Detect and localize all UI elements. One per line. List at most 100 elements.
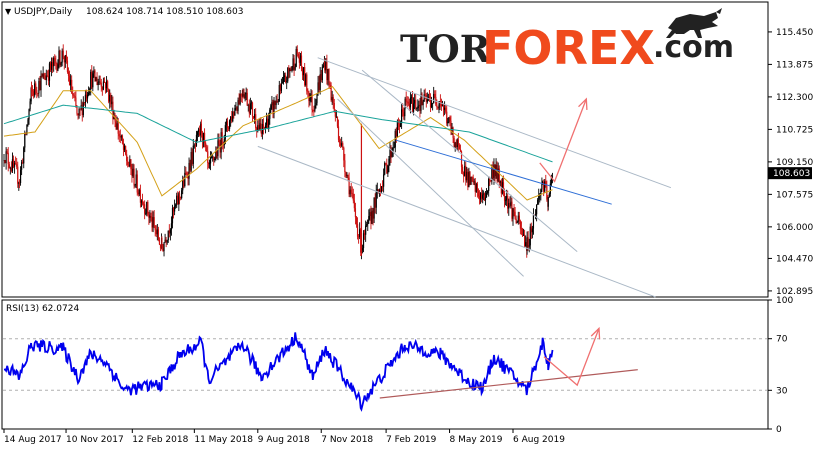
candle-body (520, 228, 523, 230)
candle-body (121, 135, 124, 144)
rsi-tick-label: 70 (776, 335, 788, 345)
candle-body (248, 105, 250, 114)
candle-body (469, 172, 471, 185)
candle-body (82, 102, 84, 116)
candle-body (23, 147, 25, 164)
date-tick-label: 14 Aug 2017 (4, 435, 62, 445)
candle-body (155, 230, 157, 235)
candle-body (131, 169, 133, 176)
candle-body (68, 75, 71, 86)
candle-body (546, 185, 548, 200)
candle-body (260, 131, 262, 134)
candle-body (364, 233, 366, 235)
candle-body (376, 189, 378, 192)
candle-body (224, 125, 226, 139)
candle-body (145, 213, 147, 215)
candle-body (45, 75, 47, 80)
candle-body (384, 162, 386, 175)
candle-body (291, 66, 293, 71)
candle-body (26, 124, 28, 135)
candle-body (17, 166, 19, 184)
candle-body (186, 173, 188, 177)
candle-body (50, 62, 53, 70)
candle-body (118, 133, 120, 137)
candle-body (274, 100, 276, 106)
candle-body (321, 66, 323, 81)
candle-body (203, 132, 206, 143)
forecast-arrow (539, 98, 587, 183)
candle-body (233, 111, 235, 116)
price-tick-label: 109.150 (776, 158, 813, 168)
candle-body (541, 183, 543, 190)
candle-body (457, 139, 459, 146)
candle-body (336, 116, 339, 127)
candle-body (91, 71, 93, 88)
candle-body (390, 148, 392, 157)
candle-body (490, 180, 492, 182)
rsi-tick-label: 0 (776, 425, 782, 435)
candle-body (3, 160, 5, 161)
candle-body (371, 210, 373, 224)
candle-body (83, 102, 85, 104)
candle-body (18, 182, 21, 184)
candle-body (464, 165, 466, 177)
candle-body (327, 69, 329, 81)
candle-body (168, 230, 170, 234)
candle-body (270, 105, 272, 110)
candle-body (503, 193, 506, 201)
candle-body (169, 229, 171, 234)
candle-body (344, 160, 346, 173)
candle-body (444, 107, 446, 110)
candle-body (148, 214, 150, 218)
candle-body (397, 122, 400, 125)
candle-body (547, 197, 549, 207)
rsi-title: RSI(13) 62.0724 (6, 304, 79, 314)
candle-body (214, 158, 216, 161)
candle-body (425, 94, 427, 102)
candle-body (360, 229, 362, 253)
candle-body (222, 144, 224, 146)
candle-body (445, 107, 447, 112)
candle-body (78, 108, 80, 116)
candle-body (317, 82, 319, 94)
candle-body (380, 186, 383, 193)
candle-body (498, 168, 500, 183)
candle-body (215, 151, 217, 159)
candle-body (144, 204, 146, 214)
candle-body (195, 134, 198, 146)
candle-body (497, 168, 499, 182)
candle-body (76, 106, 78, 114)
candle-body (42, 73, 44, 77)
candle-body (532, 215, 535, 229)
candle-body (544, 181, 546, 192)
candle-body (518, 215, 520, 222)
candle-body (343, 147, 345, 161)
candle-body (21, 162, 23, 170)
candle-body (482, 193, 484, 195)
candle-body (454, 142, 456, 148)
candle-body (449, 117, 451, 121)
candle-body (228, 120, 231, 129)
candle-body (57, 64, 59, 71)
candle-body (81, 105, 83, 116)
candle-body (117, 123, 119, 134)
candle-body (262, 123, 265, 128)
candle-body (184, 172, 186, 187)
candle-body (499, 180, 501, 183)
candle-body (365, 225, 367, 235)
ohlc-values: 108.624 108.714 108.510 108.603 (86, 7, 243, 17)
candle-body (207, 162, 210, 164)
candle-body (306, 74, 308, 92)
candle-body (542, 182, 544, 184)
candle-body (7, 152, 9, 165)
candle-body (226, 121, 229, 128)
candle-body (227, 127, 230, 129)
candle-body (389, 148, 391, 159)
candle-body (90, 71, 92, 90)
candle-body (388, 158, 390, 167)
candle-body (95, 77, 97, 82)
candle-body (463, 171, 465, 177)
candle-body (151, 216, 153, 228)
price-annotations (257, 57, 672, 298)
candle-body (307, 91, 309, 93)
